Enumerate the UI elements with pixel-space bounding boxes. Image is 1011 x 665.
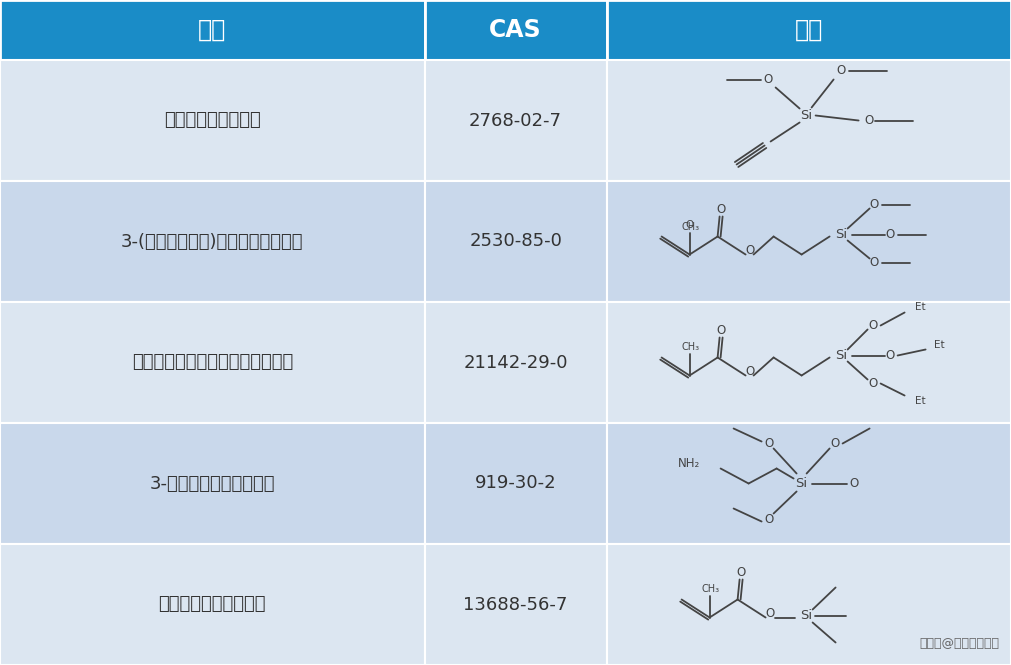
Text: Si: Si: [801, 109, 813, 122]
Text: O: O: [736, 566, 745, 579]
Text: O: O: [868, 319, 878, 332]
Text: O: O: [864, 114, 874, 127]
Text: O: O: [830, 437, 839, 450]
Bar: [425, 544, 607, 665]
Text: Et: Et: [933, 340, 944, 350]
Bar: [0, 423, 425, 544]
Text: O: O: [763, 73, 772, 86]
Text: 919-30-2: 919-30-2: [475, 475, 556, 493]
Text: NH₂: NH₂: [678, 457, 701, 470]
Text: 2768-02-7: 2768-02-7: [469, 112, 562, 130]
Text: Si: Si: [835, 228, 847, 241]
Text: O: O: [765, 607, 774, 620]
Bar: [607, 60, 1011, 181]
Bar: [0, 60, 425, 181]
Text: Et: Et: [915, 303, 925, 313]
Text: 甲基丙烯酰氧基丙基三乙氧基硅烷: 甲基丙烯酰氧基丙基三乙氧基硅烷: [131, 354, 293, 372]
Text: O: O: [764, 513, 773, 526]
Bar: [425, 181, 607, 302]
Text: CH₃: CH₃: [702, 585, 720, 595]
Text: CAS: CAS: [489, 18, 542, 42]
Bar: [607, 181, 1011, 302]
Bar: [607, 544, 1011, 665]
Text: O: O: [869, 198, 879, 211]
Bar: [607, 302, 1011, 423]
Text: 21142-29-0: 21142-29-0: [463, 354, 568, 372]
Text: Si: Si: [796, 477, 808, 490]
Text: Si: Si: [801, 609, 813, 622]
Text: O: O: [764, 437, 773, 450]
Bar: [0, 302, 425, 423]
Text: 2530-85-0: 2530-85-0: [469, 233, 562, 251]
Bar: [0, 181, 425, 302]
Text: O: O: [836, 64, 845, 77]
Text: O: O: [869, 256, 879, 269]
Text: Si: Si: [835, 349, 847, 362]
Text: 3-(甲基丙烯酰氧)丙基三甲氧基硅烷: 3-(甲基丙烯酰氧)丙基三甲氧基硅烷: [121, 233, 303, 251]
Bar: [425, 0, 607, 60]
Bar: [425, 302, 607, 423]
Text: O: O: [849, 477, 858, 490]
Text: Et: Et: [915, 396, 925, 406]
Text: O: O: [716, 203, 725, 216]
Text: O: O: [745, 365, 754, 378]
Text: 13688-56-7: 13688-56-7: [463, 595, 568, 614]
Text: 名称: 名称: [198, 18, 226, 42]
Text: 甲基丙烯酸三甲基硅酯: 甲基丙烯酸三甲基硅酯: [159, 595, 266, 614]
Bar: [0, 0, 425, 60]
Text: 结构: 结构: [795, 18, 823, 42]
Bar: [425, 60, 607, 181]
Text: 搜狐号@微增科技集团: 搜狐号@微增科技集团: [919, 637, 999, 650]
Text: O: O: [716, 324, 725, 337]
Bar: [607, 423, 1011, 544]
Bar: [0, 544, 425, 665]
Text: O: O: [685, 219, 694, 229]
Bar: [607, 0, 1011, 60]
Text: CH₃: CH₃: [681, 221, 700, 231]
Text: O: O: [868, 377, 878, 390]
Text: CH₃: CH₃: [681, 342, 700, 352]
Text: O: O: [745, 244, 754, 257]
Text: O: O: [885, 349, 894, 362]
Bar: [425, 423, 607, 544]
Text: 3-氨基丙基三乙氧基硅烷: 3-氨基丙基三乙氧基硅烷: [150, 475, 275, 493]
Text: O: O: [885, 228, 894, 241]
Text: 乙烯基三甲氧基硅烷: 乙烯基三甲氧基硅烷: [164, 112, 261, 130]
